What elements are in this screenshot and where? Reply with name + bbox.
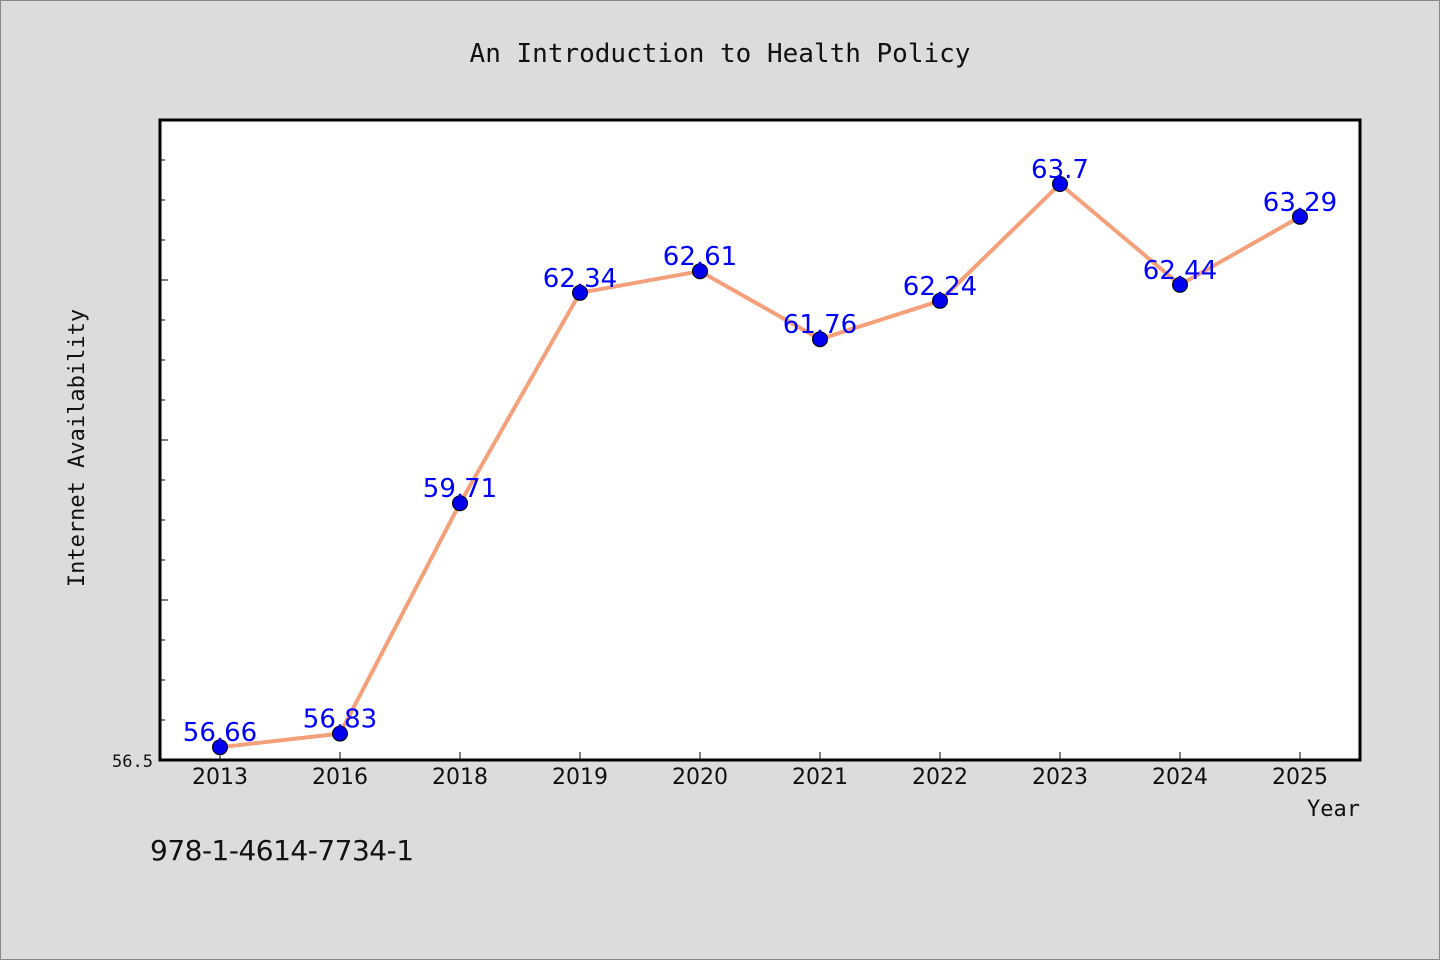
- chart-title: An Introduction to Health Policy: [470, 39, 971, 69]
- data-point: [332, 725, 348, 742]
- data-point: [932, 292, 948, 309]
- data-point: [572, 284, 588, 301]
- x-tick-label: 2019: [552, 765, 608, 790]
- series-group: [212, 176, 1308, 756]
- series-line: [219, 182, 1301, 750]
- data-label: 56.83: [303, 705, 377, 735]
- x-axis: 2013 2016 2018 2019 2020 2021 2022 2023 2024 2025: [192, 752, 1328, 790]
- x-tick-label: 2025: [1272, 765, 1328, 790]
- y-axis-label: Internet Availability: [65, 309, 90, 587]
- data-label: 61.76: [783, 310, 857, 340]
- plot-area: [158, 118, 1362, 762]
- data-label: 62.61: [663, 242, 737, 272]
- footer-code: 978-1-4614-7734-1: [150, 834, 414, 867]
- data-point: [1292, 208, 1308, 225]
- x-tick-label: 2013: [192, 765, 248, 790]
- data-label: 62.44: [1143, 256, 1217, 286]
- x-tick-label: 2024: [1152, 765, 1208, 790]
- y-tick-label: 56.5: [112, 752, 153, 772]
- x-tick-label: 2018: [432, 765, 488, 790]
- data-point: [812, 331, 828, 348]
- data-label: 62.24: [903, 272, 977, 302]
- data-label: 62.34: [543, 264, 617, 294]
- x-tick-label: 2020: [672, 765, 728, 790]
- x-tick-label: 2016: [312, 765, 368, 790]
- data-point: [1172, 276, 1188, 293]
- data-point: [692, 263, 708, 280]
- data-label: 56.66: [183, 718, 257, 748]
- data-label: 63.29: [1263, 188, 1337, 218]
- data-point: [212, 739, 228, 756]
- data-labels: 56.66 56.83 59.71 62.34 62.61 61.76 62.24 63.7 6…: [183, 155, 1337, 748]
- data-point: [452, 495, 468, 512]
- x-tick-label: 2022: [912, 765, 968, 790]
- x-tick-label: 2023: [1032, 765, 1088, 790]
- data-label: 63.7: [1031, 155, 1089, 185]
- x-tick-label: 2021: [792, 765, 848, 790]
- data-point: [1052, 176, 1068, 192]
- x-axis-label: Year: [1307, 797, 1360, 822]
- data-label: 59.71: [423, 474, 497, 504]
- y-axis-minor-ticks: [160, 159, 168, 721]
